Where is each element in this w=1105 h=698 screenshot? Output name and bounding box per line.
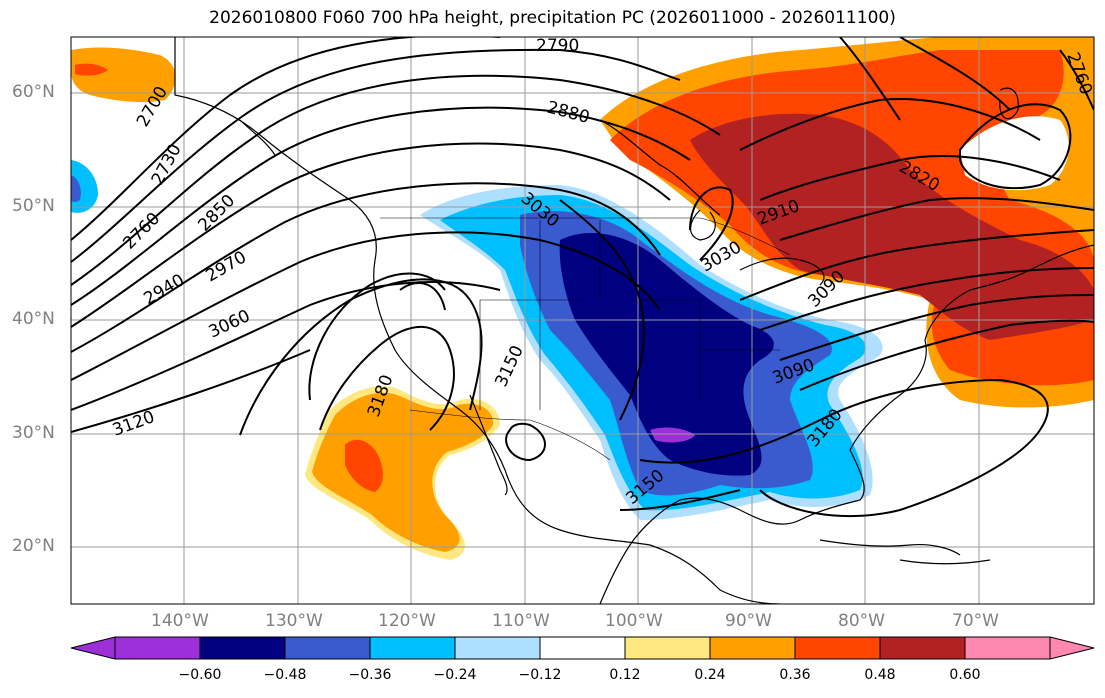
colorbar-extend-low [70, 636, 116, 660]
colorbar-tick-label: −0.36 [348, 667, 392, 683]
colorbar-tick-label: −0.48 [263, 667, 307, 683]
colorbar-tick-label: 0.48 [864, 667, 896, 683]
colorbar-tick-label: 0.60 [949, 667, 981, 683]
colorbar-bin [284, 636, 371, 660]
longitude-label: 120°W [378, 611, 436, 631]
positive-anomaly-northwest [71, 47, 176, 103]
colorbar-tick-label: −0.12 [518, 667, 562, 683]
longitude-label: 140°W [151, 611, 209, 631]
longitude-label: 130°W [265, 611, 323, 631]
colorbar-bin [624, 636, 711, 660]
positive-anomaly-northwest-core [75, 63, 108, 76]
precipitation-shading [71, 37, 1094, 560]
latitude-label: 50°N [12, 196, 55, 216]
latitude-label: 20°N [12, 536, 55, 556]
graticule [71, 37, 1094, 604]
colorbar-bin [114, 636, 201, 660]
map-frame [70, 36, 1095, 605]
colorbar-bin [964, 636, 1051, 660]
political-borders [380, 217, 791, 461]
positive-anomaly-east-pink [960, 116, 1069, 191]
longitude-label: 110°W [492, 611, 550, 631]
chart-title: 2026010800 F060 700 hPa height, precipit… [209, 8, 896, 28]
colorbar-bin [454, 636, 541, 660]
colorbar-bin [879, 636, 966, 660]
colorbar-bin [794, 636, 881, 660]
negative-anomaly-west-core [71, 175, 81, 202]
contour-label: 2790 [536, 36, 579, 56]
latitude-label: 40°N [12, 309, 55, 329]
longitude-label: 90°W [725, 611, 772, 631]
negative-anomaly-central-core [559, 232, 774, 476]
coastlines [174, 37, 1094, 604]
colorbar-tick-label: 0.24 [694, 667, 726, 683]
latitude-label: 60°N [12, 82, 55, 102]
positive-anomaly-southwest-mid [312, 392, 494, 552]
latitude-label: 30°N [12, 423, 55, 443]
colorbar [70, 636, 1095, 660]
height-contours [71, 37, 1094, 518]
longitude-label: 100°W [605, 611, 663, 631]
colorbar-tick-label: −0.24 [433, 667, 477, 683]
colorbar-bin [539, 636, 626, 660]
colorbar-bin [709, 636, 796, 660]
colorbar-extend-high [1049, 636, 1095, 660]
colorbar-bin [199, 636, 286, 660]
colorbar-tick-label: 0.12 [609, 667, 641, 683]
colorbar-tick-label: −0.60 [178, 667, 222, 683]
longitude-label: 80°W [838, 611, 885, 631]
positive-anomaly-southwest-core [345, 439, 383, 492]
longitude-label: 70°W [952, 611, 999, 631]
colorbar-bin [369, 636, 456, 660]
colorbar-tick-label: 0.36 [779, 667, 811, 683]
negative-anomaly-central-purple [650, 427, 695, 443]
